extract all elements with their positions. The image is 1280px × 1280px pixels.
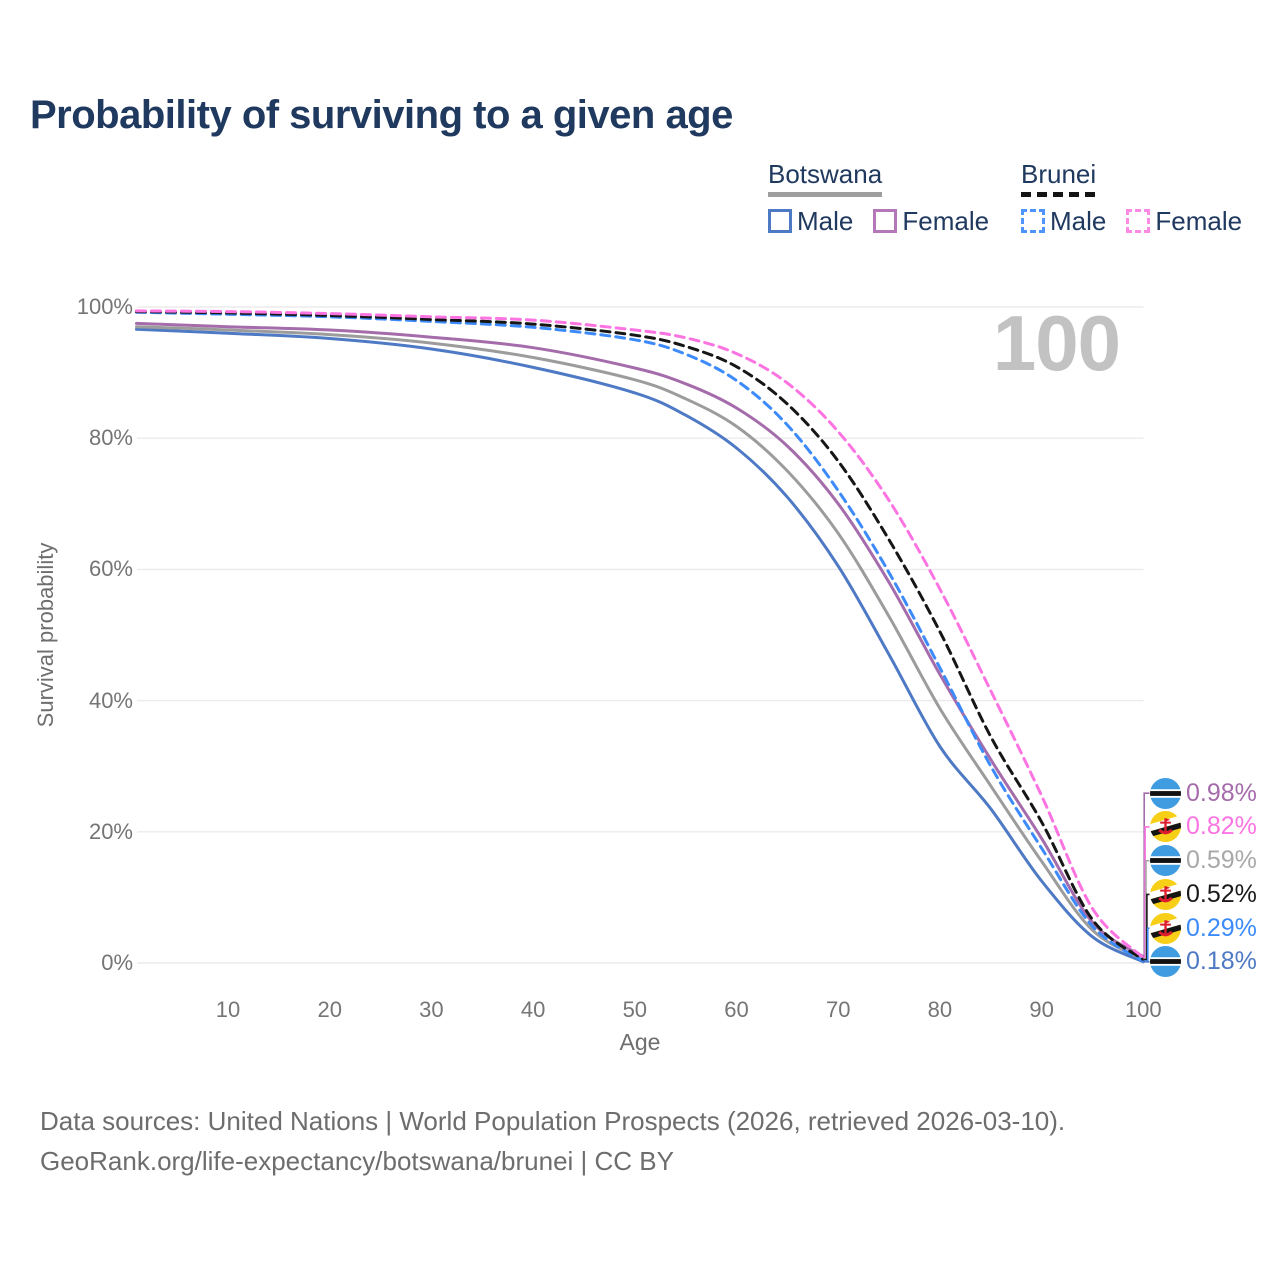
- curve-brunei-male: [135, 310, 1145, 963]
- botswana-flag-icon: [1150, 845, 1181, 877]
- end-value: 0.18%: [1186, 947, 1257, 976]
- botswana-flag-icon: [1150, 946, 1181, 978]
- connector-brunei-female: [1143, 826, 1150, 959]
- y-tick-label: 20%: [88, 818, 133, 844]
- connector-brunei-male: [1143, 927, 1150, 962]
- legend-item-brunei-female: Female: [1126, 206, 1242, 237]
- connector-brunei-both: [1143, 893, 1150, 961]
- end-value: 0.29%: [1186, 913, 1257, 942]
- y-tick-label: 100%: [76, 294, 133, 319]
- legend-title-botswana: Botswana: [768, 159, 883, 189]
- x-tick-label: 100: [1124, 997, 1162, 1022]
- legend-title-brunei: Brunei: [1021, 159, 1097, 189]
- end-value: 0.82%: [1186, 812, 1257, 841]
- page-title: Probability of surviving to a given age: [30, 93, 733, 137]
- x-axis-title: Age: [619, 1029, 661, 1055]
- end-label-brunei-female: 0.82%: [1150, 811, 1257, 843]
- end-label-botswana-male: 0.18%: [1150, 946, 1257, 978]
- x-tick-label: 80: [927, 997, 953, 1022]
- y-tick-label: 40%: [88, 687, 133, 713]
- x-tick-label: 10: [215, 997, 241, 1022]
- age-watermark: 100: [992, 299, 1121, 387]
- end-value: 0.98%: [1186, 778, 1257, 807]
- brunei-line-swatch: [1021, 191, 1097, 197]
- legend-group-brunei: Brunei Male Female: [1021, 160, 1262, 237]
- footer-data-sources: Data sources: United Nations | World Pop…: [40, 1106, 1066, 1136]
- brunei-flag-icon: [1150, 912, 1181, 944]
- end-value: 0.52%: [1186, 879, 1257, 908]
- end-label-brunei-both: 0.52%: [1150, 878, 1257, 910]
- footer-attribution: GeoRank.org/life-expectancy/botswana/bru…: [40, 1146, 674, 1176]
- brunei-flag-icon: [1150, 811, 1181, 843]
- curve-brunei-both: [135, 310, 1145, 962]
- y-axis-title: Survival probability: [33, 542, 58, 728]
- end-label-brunei-male: 0.29%: [1150, 912, 1257, 944]
- end-label-botswana-both: 0.59%: [1150, 845, 1257, 877]
- curve-brunei-female: [135, 309, 1145, 960]
- curve-botswana-male: [135, 327, 1145, 964]
- legend-item-botswana-male: Male: [768, 206, 853, 237]
- x-tick-label: 60: [724, 997, 749, 1022]
- x-tick-label: 40: [520, 997, 546, 1022]
- connector-botswana-both: [1143, 859, 1150, 960]
- x-tick-label: 70: [825, 997, 851, 1022]
- y-tick-label: 0%: [101, 950, 133, 975]
- x-tick-label: 30: [419, 997, 444, 1022]
- legend-item-brunei-male: Male: [1021, 206, 1106, 237]
- x-tick-label: 50: [622, 997, 648, 1022]
- legend-group-botswana: Botswana Male Female: [768, 160, 1009, 237]
- botswana-male-swatch-icon: [768, 209, 792, 234]
- brunei-flag-icon: [1150, 878, 1181, 910]
- curve-botswana-both: [135, 325, 1145, 961]
- curve-botswana-female: [135, 321, 1145, 959]
- botswana-line-swatch: [768, 191, 883, 197]
- botswana-female-swatch-icon: [873, 209, 898, 234]
- connector-botswana-female: [1143, 792, 1150, 958]
- botswana-flag-icon: [1150, 777, 1181, 809]
- x-tick-label: 20: [317, 997, 342, 1022]
- end-label-botswana-female: 0.98%: [1150, 777, 1257, 809]
- brunei-male-swatch-icon: [1021, 209, 1045, 234]
- y-tick-label: 60%: [88, 556, 133, 582]
- y-tick-label: 80%: [88, 425, 133, 451]
- brunei-female-swatch-icon: [1126, 209, 1151, 234]
- x-tick-label: 90: [1029, 997, 1054, 1022]
- end-value: 0.59%: [1186, 846, 1257, 875]
- legend-item-botswana-female: Female: [873, 206, 989, 237]
